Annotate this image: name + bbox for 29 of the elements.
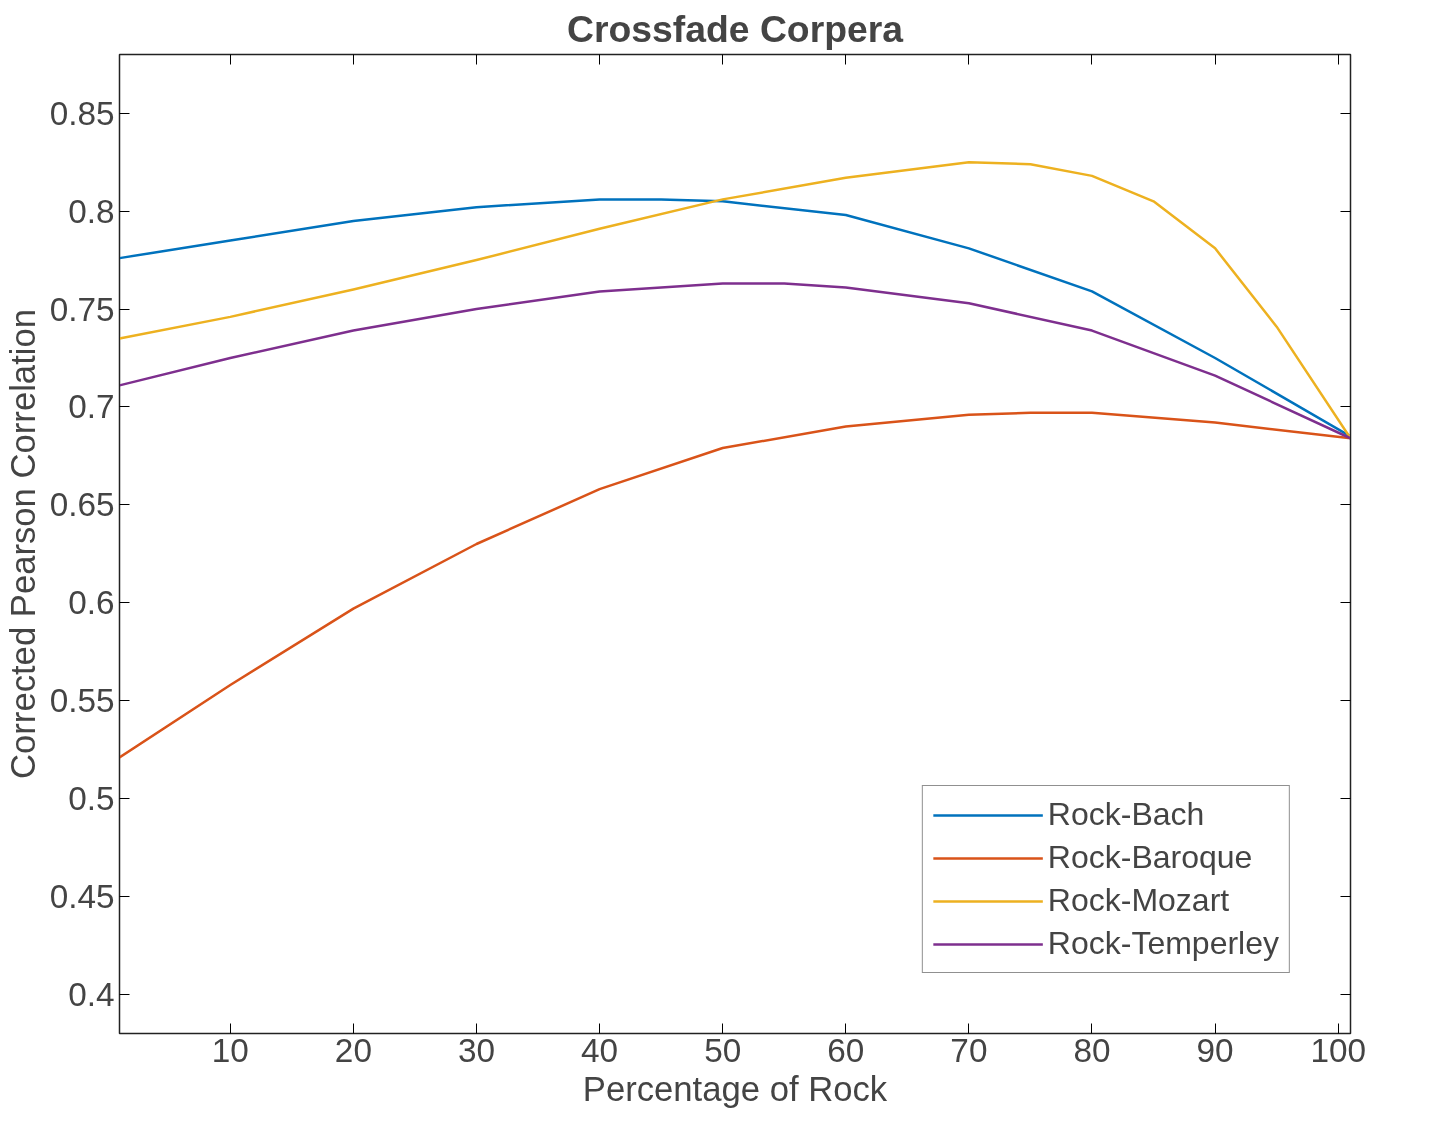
line-series (119, 282, 1351, 440)
y-tick-label: 0.7 (68, 388, 115, 426)
y-tick-label: 0.8 (68, 192, 115, 230)
x-tick-label: 10 (211, 1031, 249, 1069)
x-tick-label: 70 (950, 1031, 988, 1069)
x-tick-label: 90 (1196, 1031, 1234, 1069)
x-tick-label: 20 (334, 1031, 372, 1069)
x-axis-title: Percentage of Rock (582, 1069, 888, 1108)
legend-label: Rock-Mozart (1047, 882, 1230, 919)
y-tick-label: 0.4 (68, 975, 115, 1013)
x-tick-label: 40 (581, 1031, 619, 1069)
y-tick-label: 0.5 (68, 780, 115, 818)
x-tick-label: 60 (827, 1031, 865, 1069)
y-tick-label: 0.85 (49, 94, 115, 132)
y-tick-label: 0.6 (68, 584, 115, 622)
line-series (119, 411, 1351, 759)
y-tick-label: 0.75 (49, 290, 115, 328)
y-axis-title: Corrected Pearson Correlation (3, 308, 42, 779)
legend-label: Rock-Baroque (1047, 839, 1253, 876)
x-tick-label: 100 (1310, 1031, 1366, 1069)
legend-label: Rock-Temperley (1047, 925, 1279, 962)
x-tick-label: 50 (704, 1031, 742, 1069)
y-tick-label: 0.55 (49, 682, 115, 720)
y-tick-label: 0.45 (49, 877, 115, 915)
chart-title: Crossfade Corpera (566, 7, 904, 50)
x-tick-label: 30 (457, 1031, 496, 1069)
y-tick-label: 0.65 (49, 486, 115, 524)
legend-label: Rock-Bach (1047, 796, 1205, 833)
x-tick-label: 80 (1073, 1031, 1111, 1069)
